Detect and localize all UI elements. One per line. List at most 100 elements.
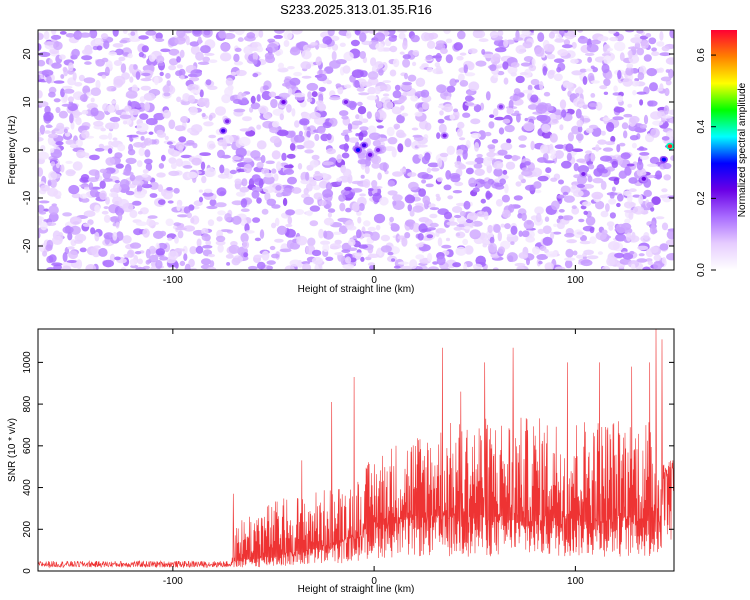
spectrogram-cell — [647, 260, 653, 266]
spectrogram-cell — [402, 58, 411, 68]
spectrogram-cell — [85, 92, 93, 96]
spectrogram-cell — [583, 210, 588, 215]
spectrogram-cell — [464, 72, 476, 77]
spectrogram-cell — [120, 267, 127, 270]
spectrogram-cell — [539, 115, 551, 124]
spectrogram-cell — [252, 52, 259, 61]
spectrogram-cell — [609, 36, 618, 42]
spectrogram-cell — [238, 136, 251, 147]
spectrogram-cell — [311, 249, 322, 257]
spectrogram-cell — [443, 92, 449, 97]
spectrogram-cell — [586, 255, 599, 260]
spectrogram-cell — [516, 265, 525, 270]
spectrogram-cell — [436, 132, 441, 140]
spectrogram-cell — [497, 246, 506, 254]
spectrogram-cell — [554, 38, 565, 43]
spectrogram-cell — [575, 108, 582, 119]
spectrogram-cell — [51, 30, 57, 35]
spectrogram-cell — [412, 50, 420, 56]
spectrogram-cell — [441, 244, 452, 249]
spectrogram-cell — [617, 193, 624, 202]
spectrogram-cell — [81, 109, 89, 115]
spectrogram-cell — [470, 118, 481, 125]
spectrogram-cell — [426, 67, 433, 73]
spectrogram-cell — [522, 41, 533, 49]
spectrogram-cell — [316, 73, 328, 82]
spectrogram-cell — [462, 112, 471, 118]
spectrogram-cell — [93, 120, 104, 127]
spectrogram-cell — [293, 71, 302, 77]
spectrogram-cell — [565, 248, 574, 258]
spectrogram-cell — [262, 112, 272, 120]
spectrogram-cell — [632, 90, 637, 96]
spectrogram-cell — [582, 104, 588, 110]
spectrogram-cell — [483, 53, 495, 59]
spectrogram-cell — [359, 126, 369, 131]
spectrogram-cell — [234, 47, 242, 52]
spectrogram-cell — [271, 120, 280, 128]
spectrogram-cell — [119, 114, 132, 120]
spectrogram-cell — [605, 203, 610, 212]
spectrogram-cell — [149, 193, 158, 198]
spectrogram-cell — [634, 34, 641, 38]
spectrogram-cell — [201, 233, 211, 242]
spectrogram-x-tick-label: 100 — [567, 275, 584, 286]
spectrogram-cell — [344, 186, 352, 191]
spectrogram-cell — [50, 161, 56, 167]
spectrogram-cell — [521, 167, 531, 172]
spectrogram-cell — [660, 76, 672, 82]
spectrogram-cell — [273, 173, 279, 182]
spectrogram-cell — [576, 183, 586, 188]
spectrogram-cell — [62, 252, 68, 262]
spectrogram-cell — [274, 217, 280, 227]
spectrogram-cell — [392, 200, 397, 206]
spectrogram-cell — [508, 204, 515, 213]
spectrogram-x-tick-label: 0 — [371, 275, 377, 286]
spectrogram-cell — [326, 80, 332, 85]
spectrogram-cell — [170, 150, 181, 157]
spectrogram-cell — [515, 75, 525, 84]
spectrogram-cell — [534, 206, 544, 215]
spectrogram-cell — [521, 30, 531, 36]
spectrogram-cell — [145, 30, 157, 36]
spectrogram-cell — [90, 87, 102, 96]
spectrogram-cell — [412, 205, 424, 213]
spectrogram-cell — [201, 258, 212, 266]
spectrogram-cell — [518, 230, 523, 237]
spectrogram-cell — [483, 156, 492, 167]
spectrogram-cell — [579, 240, 592, 245]
spectrogram-cell — [525, 236, 536, 243]
spectrogram-cell — [159, 71, 164, 77]
spectrogram-cell — [120, 63, 127, 73]
spectrogram-cell — [101, 74, 107, 79]
spectrogram-cell — [45, 125, 53, 128]
spectrogram-cell — [619, 142, 626, 147]
spectrogram-cell — [668, 109, 674, 116]
spectrogram-cell — [573, 189, 584, 198]
spectrogram-cell — [101, 210, 109, 215]
spectrogram-cell — [183, 253, 188, 261]
spectrogram-cell — [357, 152, 366, 159]
spectrogram-cell — [114, 256, 121, 261]
spectrogram-cell — [552, 231, 562, 235]
spectrogram-cell — [309, 205, 321, 212]
spectrogram-cell — [322, 121, 332, 129]
spectrogram-cell — [564, 259, 573, 269]
spectrogram-cell — [503, 39, 509, 48]
spectrogram-cell — [550, 154, 556, 159]
spectrogram-cell — [168, 250, 179, 260]
spectrogram-cell — [351, 69, 364, 79]
spectrogram-cell — [665, 69, 671, 73]
spectrogram-cell — [224, 213, 232, 222]
spectrogram-cell — [377, 137, 389, 142]
spectrogram-cell — [129, 258, 138, 266]
spectrogram-cell — [233, 108, 246, 113]
spectrogram-cell — [329, 60, 341, 69]
spectrogram-cell — [205, 240, 212, 246]
spectrogram-cell — [573, 97, 585, 108]
spectrogram-cell — [474, 142, 480, 152]
spectrogram-cell — [425, 55, 432, 61]
spectrogram-cell — [342, 168, 352, 178]
spectrogram-cell — [474, 30, 486, 39]
spectrogram-cell — [521, 230, 530, 238]
